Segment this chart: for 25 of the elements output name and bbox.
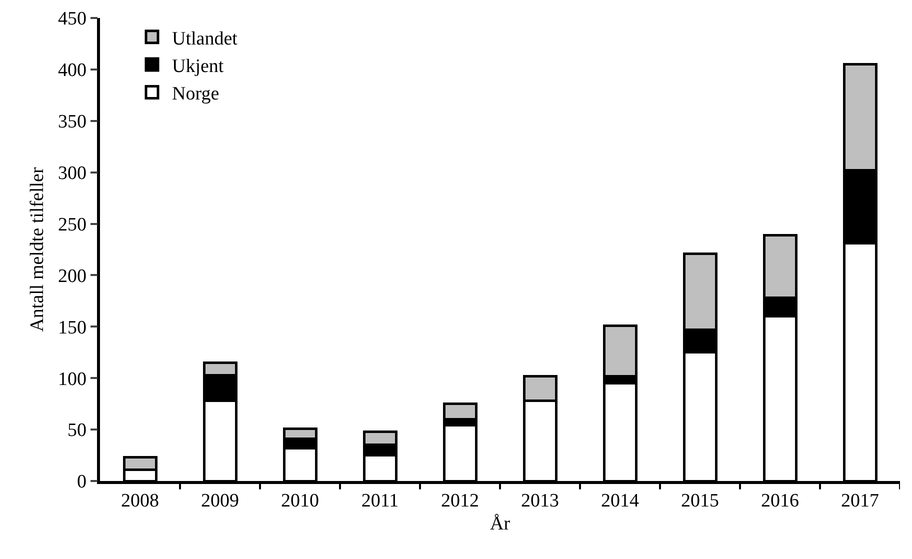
x-tick-label: 2010	[281, 490, 319, 512]
y-tick-label: 200	[58, 266, 86, 287]
y-tick-label: 450	[58, 8, 86, 30]
y-tick-label: 0	[76, 472, 86, 493]
y-tick-label: 300	[58, 162, 86, 184]
y-axis-title: Antall meldte tilfeller	[26, 166, 48, 332]
legend-label: Ukjent	[172, 56, 224, 77]
y-tick-label: 100	[58, 368, 86, 390]
x-tick-label: 2013	[521, 490, 559, 512]
x-tick-label: 2011	[361, 490, 399, 512]
x-tick-label: 2017	[841, 490, 879, 512]
legend-label: Norge	[172, 84, 220, 105]
y-tick-label: 350	[58, 112, 86, 133]
x-tick-label: 2012	[441, 490, 479, 512]
x-tick-label: 2008	[121, 490, 159, 512]
x-tick-label: 2015	[681, 490, 719, 512]
legend-label: Utlandet	[172, 28, 238, 50]
x-tick-label: 2014	[601, 490, 640, 512]
y-tick-label: 50	[67, 420, 86, 442]
x-tick-label: 2009	[201, 490, 239, 512]
y-tick-label: 150	[58, 317, 86, 338]
y-tick-label: 400	[58, 60, 86, 82]
x-axis-title: År	[490, 513, 511, 534]
y-tick-label: 250	[58, 214, 86, 236]
x-tick-label: 2016	[761, 490, 799, 512]
